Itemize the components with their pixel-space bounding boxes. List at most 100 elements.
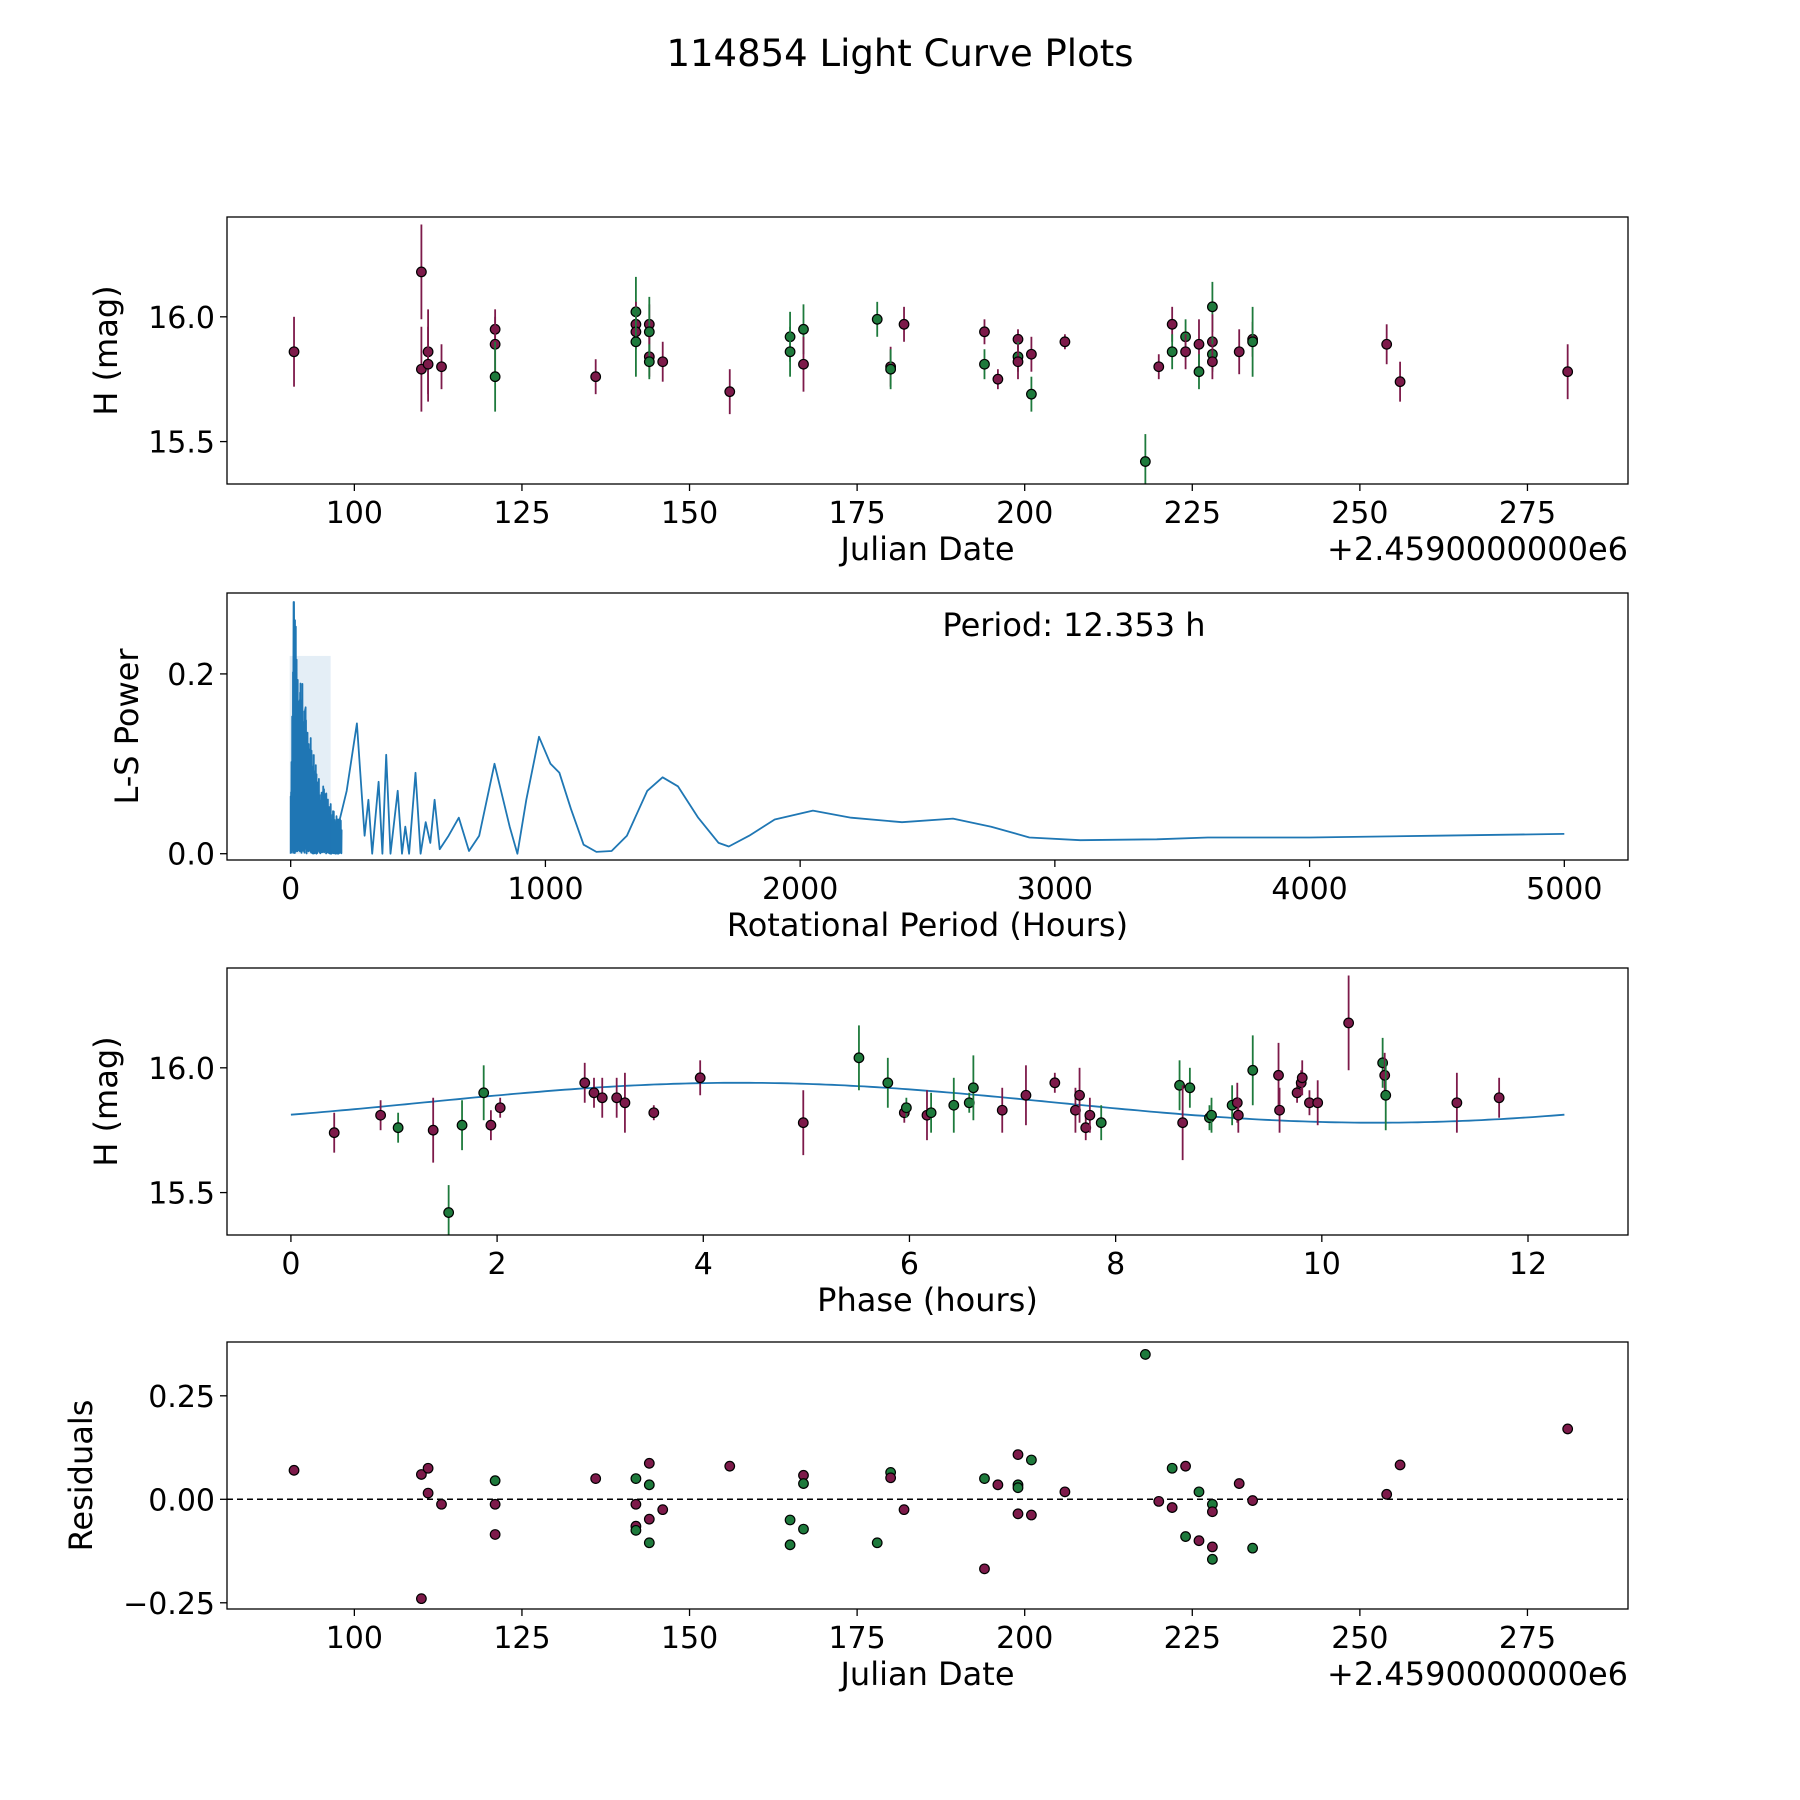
- residuals-marker: [288, 1464, 300, 1476]
- raw-marker: [436, 361, 447, 373]
- raw-xtick-label: 225: [1164, 496, 1221, 531]
- phased-marker: [853, 1052, 865, 1064]
- phased-xtick: 12: [1509, 1235, 1547, 1282]
- residuals-data-point: [489, 1529, 501, 1540]
- periodogram-xtick: 2000: [762, 860, 838, 907]
- raw-data-point: [1059, 334, 1071, 350]
- residuals-data-point: [1153, 1495, 1165, 1507]
- raw-marker: [992, 373, 1004, 385]
- residuals-xtick-label: 175: [828, 1621, 885, 1656]
- phased-marker: [485, 1119, 497, 1131]
- phased-xtick: 10: [1303, 1235, 1341, 1282]
- phased-marker: [1184, 1082, 1196, 1094]
- residuals-xtick: 225: [1164, 1609, 1221, 1656]
- phased-marker: [456, 1119, 468, 1131]
- phased-marker: [1274, 1104, 1285, 1116]
- residuals-data-point: [871, 1537, 883, 1549]
- raw-marker: [784, 346, 796, 358]
- phased-marker: [648, 1107, 660, 1119]
- periodogram-xtick-label: 1000: [507, 872, 583, 907]
- residuals-marker: [724, 1460, 736, 1472]
- residuals-marker: [415, 1469, 427, 1480]
- raw-marker: [885, 363, 897, 375]
- residuals-marker: [1012, 1508, 1024, 1520]
- raw-data-point: [1153, 354, 1165, 380]
- residuals-data-point: [590, 1473, 602, 1485]
- residuals-marker: [1012, 1482, 1024, 1494]
- phased-axes-frame: [226, 967, 1629, 1236]
- phased-marker: [1380, 1089, 1392, 1101]
- raw-marker: [979, 358, 990, 370]
- raw-data-point: [1193, 354, 1205, 390]
- periodogram-axes-frame: [226, 592, 1629, 861]
- phased-data-point: [443, 1185, 455, 1235]
- raw-xtick-label: 275: [1499, 496, 1556, 531]
- periodogram-ytick: 0.2: [167, 658, 227, 693]
- figure-title: 114854 Light Curve Plots: [666, 32, 1133, 75]
- periodogram-power-curve: [289, 601, 1565, 855]
- raw-data-point: [992, 369, 1004, 390]
- phased-marker: [494, 1102, 506, 1114]
- residuals-x-axis-label: Julian Date: [838, 1655, 1014, 1693]
- phased-ytick-label: 15.5: [148, 1177, 215, 1212]
- residuals-marker: [1233, 1478, 1245, 1489]
- raw-data-point: [979, 319, 990, 345]
- residuals-data-point: [643, 1513, 655, 1525]
- periodogram-xtick-label: 3000: [1017, 872, 1093, 907]
- raw-data-point: [798, 336, 809, 392]
- phased-marker: [588, 1087, 600, 1099]
- raw-data-point: [1180, 334, 1191, 370]
- phased-data-point: [1304, 1090, 1315, 1116]
- raw-data-point: [1233, 329, 1245, 375]
- phased-data-point: [996, 1087, 1008, 1133]
- raw-data-point: [422, 326, 434, 402]
- residuals-data-point: [898, 1504, 910, 1516]
- residuals-marker: [1153, 1495, 1165, 1507]
- raw-marker: [1012, 356, 1024, 368]
- phased-data-point: [797, 1090, 809, 1156]
- residuals-marker: [643, 1457, 655, 1469]
- phased-data-point: [1184, 1067, 1196, 1108]
- phased-marker: [443, 1207, 455, 1218]
- raw-data-point: [784, 326, 796, 377]
- residuals-marker: [1059, 1486, 1071, 1498]
- raw-data-point: [288, 316, 300, 387]
- residuals-data-point: [630, 1498, 642, 1510]
- periodogram-xtick-label: 0: [281, 872, 300, 907]
- raw-data-point: [979, 349, 990, 380]
- phased-data-point: [588, 1077, 600, 1108]
- residuals-data-point: [1381, 1488, 1393, 1500]
- residuals-data-point: [643, 1537, 655, 1549]
- raw-data-point: [1394, 361, 1406, 402]
- raw-xtick-label: 150: [661, 496, 718, 531]
- raw-data-point: [436, 344, 447, 390]
- phased-marker: [1312, 1097, 1324, 1109]
- phased-data-point: [1273, 1042, 1284, 1108]
- residuals-data-point: [1180, 1460, 1191, 1472]
- residuals-data-point: [784, 1514, 796, 1526]
- raw-data-point: [885, 349, 897, 390]
- phased-data-point: [967, 1055, 979, 1121]
- raw-marker: [1193, 366, 1205, 378]
- residuals-data-point: [1012, 1449, 1024, 1460]
- residuals-data-point: [1166, 1502, 1178, 1513]
- raw-marker: [1059, 336, 1071, 348]
- phased-marker: [1084, 1109, 1096, 1121]
- periodogram-xtick: 1000: [507, 860, 584, 907]
- residuals-marker: [1247, 1542, 1259, 1554]
- phased-marker: [427, 1124, 439, 1136]
- raw-marker: [1233, 346, 1245, 358]
- raw-data-point: [590, 359, 602, 395]
- residuals-marker: [979, 1563, 990, 1575]
- phased-light-curve-panel: 0 2 4 6 8 10 12 15.5 16.0 Phase (hours) H (mag): [87, 967, 1629, 1319]
- raw-marker: [1180, 346, 1191, 358]
- phased-marker: [1493, 1092, 1505, 1104]
- residuals-data-point: [630, 1473, 642, 1485]
- raw-xtick-label: 200: [996, 496, 1053, 531]
- phased-ytick: 16.0: [148, 1052, 227, 1087]
- phased-data-point: [900, 1097, 912, 1118]
- raw-data-point: [415, 224, 427, 320]
- phased-marker: [1020, 1089, 1032, 1101]
- residuals-data-point: [1012, 1482, 1024, 1494]
- residuals-data-point: [1206, 1541, 1218, 1553]
